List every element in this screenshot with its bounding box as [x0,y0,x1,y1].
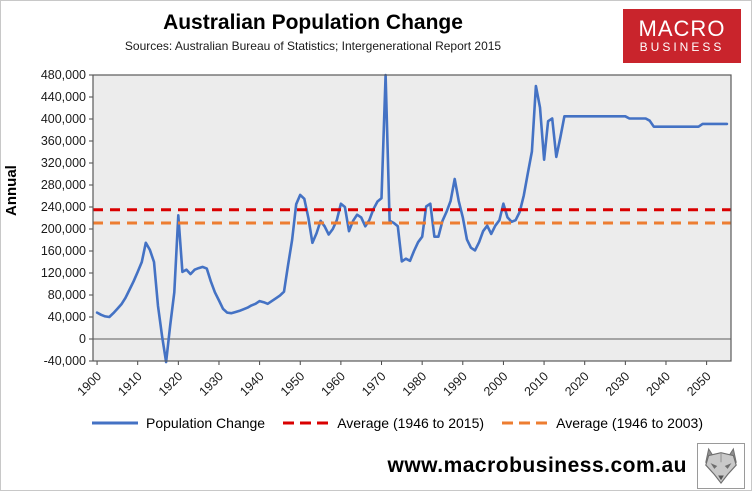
svg-text:200,000: 200,000 [41,222,86,236]
svg-text:400,000: 400,000 [41,112,86,126]
legend-item-population-change: Population Change [91,415,265,431]
svg-text:2010: 2010 [522,369,552,399]
footer: www.macrobusiness.com.au [388,443,745,489]
wolf-icon [705,447,737,485]
svg-text:440,000: 440,000 [41,90,86,104]
svg-text:0: 0 [79,332,86,346]
svg-text:480,000: 480,000 [41,68,86,82]
legend-line-sample-orange [502,421,549,425]
svg-text:1950: 1950 [278,369,308,399]
svg-text:1930: 1930 [197,369,227,399]
svg-text:1970: 1970 [359,369,389,399]
svg-text:1940: 1940 [237,369,267,399]
website-text: www.macrobusiness.com.au [387,454,687,477]
svg-text:1920: 1920 [156,369,186,399]
legend-label: Average (1946 to 2003) [556,415,703,431]
svg-text:1900: 1900 [75,369,105,399]
legend-label: Population Change [146,415,266,431]
svg-text:2030: 2030 [603,369,633,399]
wolf-logo [697,443,745,489]
svg-text:-40,000: -40,000 [44,354,86,368]
svg-text:320,000: 320,000 [41,156,86,170]
logo-text-macro: MACRO [638,16,726,42]
legend-item-average-1946-2003: Average (1946 to 2003) [501,415,703,431]
svg-text:120,000: 120,000 [41,266,86,280]
svg-text:2020: 2020 [562,369,592,399]
svg-text:280,000: 280,000 [41,178,86,192]
svg-text:160,000: 160,000 [41,244,86,258]
svg-text:80,000: 80,000 [48,288,86,302]
svg-text:1910: 1910 [115,369,145,399]
legend-label: Average (1946 to 2015) [337,415,485,431]
legend-item-average-1946-2015: Average (1946 to 2015) [282,415,484,431]
legend-line-sample-red [283,421,330,425]
svg-text:2000: 2000 [481,369,511,399]
svg-text:1960: 1960 [318,369,348,399]
population-change-chart: -40,000 0 40,000 80,000 120,000 160,000 200,00… [41,68,732,399]
chart-legend: Population Change Average (1946 to 2015)… [91,415,703,431]
svg-text:1980: 1980 [400,369,430,399]
legend-line-sample-blue [92,421,138,425]
logo-text-business: BUSINESS [639,40,725,55]
chart-subtitle: Sources: Australian Bureau of Statistics… [124,39,502,54]
macrobusiness-logo: MACRO BUSINESS [623,9,741,63]
svg-text:240,000: 240,000 [41,200,86,214]
svg-text:360,000: 360,000 [41,134,86,148]
page-title: Australian Population Change [163,11,463,34]
title-block: Australian Population Change Sources: Au… [93,11,533,53]
svg-text:40,000: 40,000 [48,310,86,324]
svg-text:1990: 1990 [440,369,470,399]
svg-text:2050: 2050 [684,369,714,399]
svg-text:2040: 2040 [644,369,674,399]
